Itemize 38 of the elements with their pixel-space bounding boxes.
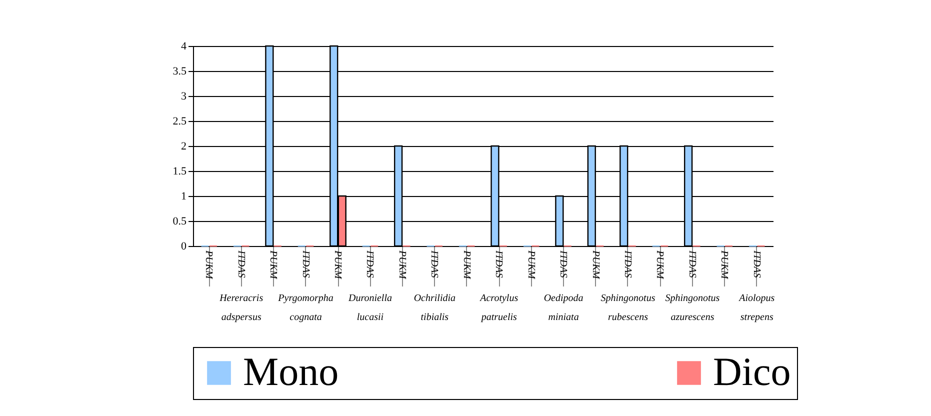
x-tick-label: PUKM: [268, 250, 279, 280]
x-tick-label: PUKM: [718, 250, 730, 280]
text: Oedipoda miniata: [544, 293, 584, 323]
text: Hereracris adspersus: [218, 293, 264, 323]
legend-label: Mono: [243, 349, 339, 394]
legend-label: Dico: [713, 349, 791, 394]
y-tick-label: 4: [181, 40, 187, 52]
x-tick-label: PUKM: [396, 250, 408, 280]
text: Aiolopus strepens: [738, 293, 775, 323]
x-tick-label: ITDAS: [235, 250, 246, 278]
x-tick-label: ITDAS: [493, 250, 504, 278]
x-tick-label: PUKM: [525, 250, 536, 280]
y-tick-label: 3: [181, 90, 187, 102]
x-tick-label: ITDAS: [428, 250, 440, 278]
y-tick-label: 2: [181, 140, 186, 152]
x-tick-label: ITDAS: [622, 250, 633, 278]
text: Sphingonotus azurescens: [665, 293, 720, 323]
x-tick-label: PUKM: [460, 250, 472, 280]
x-tick-label: ITDAS: [686, 250, 698, 278]
y-tick-label: 0: [181, 240, 187, 252]
x-tick-label: PUKM: [590, 250, 601, 280]
x-tick-label: ITDAS: [558, 250, 569, 278]
text: Duroniella lucasii: [347, 293, 392, 323]
y-tick-label: 0.5: [172, 216, 187, 228]
x-tick-label: ITDAS: [750, 250, 762, 278]
x-tick-label: PUKM: [203, 250, 214, 280]
text: Sphingonotus rubescens: [600, 293, 656, 323]
y-tick-label: 3.5: [172, 66, 187, 78]
y-tick-label: 1: [181, 190, 186, 202]
x-tick-label: PUKM: [332, 250, 343, 280]
x-tick-label: ITDAS: [300, 250, 311, 278]
x-tick-label: ITDAS: [364, 250, 376, 278]
x-tick-label: PUKM: [654, 250, 666, 280]
y-tick-label: 2.5: [172, 116, 187, 128]
text: Ochrilidia tibialis: [414, 293, 456, 323]
text: Acrotylus patruelis: [479, 293, 518, 323]
y-tick-label: 1.5: [172, 166, 187, 178]
text: Pyrgomorpha cognata: [277, 293, 334, 323]
